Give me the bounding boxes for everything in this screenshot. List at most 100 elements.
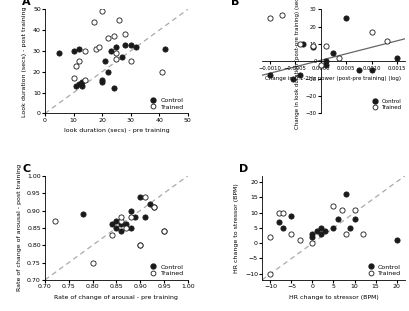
Point — [108, 49, 114, 53]
Point — [128, 215, 134, 220]
Point — [360, 231, 366, 236]
Point — [90, 19, 97, 24]
Point — [128, 208, 134, 213]
Point — [70, 49, 77, 53]
Point — [351, 207, 358, 212]
Point — [113, 218, 120, 223]
Point — [161, 229, 167, 234]
Point — [280, 210, 286, 215]
Point — [89, 260, 96, 265]
Point — [276, 219, 282, 224]
Point — [297, 238, 303, 243]
Point — [51, 218, 58, 223]
Point — [76, 82, 83, 87]
Point — [323, 62, 329, 67]
Point — [279, 12, 286, 17]
Point — [73, 84, 80, 89]
Point — [82, 49, 88, 53]
Point — [347, 225, 353, 230]
Point — [394, 55, 400, 60]
Point — [323, 59, 329, 64]
Point — [113, 51, 120, 56]
Point — [384, 38, 390, 43]
X-axis label: look duration (secs) - pre training: look duration (secs) - pre training — [63, 128, 169, 133]
Point — [128, 42, 134, 47]
Point — [76, 59, 83, 64]
Point — [105, 69, 111, 74]
Point — [128, 225, 134, 230]
Text: C: C — [22, 164, 30, 174]
Point — [118, 215, 124, 220]
Legend: Control, Trained: Control, Trained — [146, 97, 185, 110]
Point — [142, 194, 148, 199]
Point — [267, 73, 273, 78]
Point — [310, 45, 317, 50]
Point — [118, 229, 124, 234]
Point — [137, 194, 144, 199]
Point — [335, 216, 341, 221]
Point — [310, 43, 317, 48]
Point — [300, 42, 306, 47]
Y-axis label: Rate of change of arousal - post training: Rate of change of arousal - post trainin… — [16, 164, 22, 291]
Text: B: B — [231, 0, 239, 7]
Point — [288, 231, 295, 236]
Y-axis label: Look duration (secs) - post training: Look duration (secs) - post training — [22, 6, 27, 117]
Point — [118, 222, 124, 227]
Point — [276, 210, 282, 215]
Point — [288, 213, 295, 218]
Point — [133, 44, 139, 49]
Point — [146, 201, 153, 206]
Point — [79, 80, 85, 85]
Point — [56, 51, 63, 56]
Point — [93, 46, 100, 51]
Y-axis label: HR change to stressor (BPM): HR change to stressor (BPM) — [234, 183, 239, 273]
Point — [128, 59, 134, 64]
Point — [82, 78, 88, 83]
Point — [99, 78, 106, 83]
Point — [317, 62, 324, 67]
Point — [313, 229, 320, 234]
Point — [110, 86, 117, 91]
Point — [118, 218, 124, 223]
Point — [339, 207, 345, 212]
Point — [113, 57, 120, 62]
Point — [162, 46, 168, 51]
Point — [151, 205, 158, 210]
Text: A: A — [22, 0, 31, 7]
Point — [280, 225, 286, 230]
Point — [159, 69, 165, 74]
Point — [351, 216, 358, 221]
Point — [323, 43, 329, 48]
Point — [123, 222, 129, 227]
Point — [96, 44, 103, 49]
Point — [70, 76, 77, 81]
X-axis label: Change in 0.1-2Hz power (post-pre training) (log): Change in 0.1-2Hz power (post-pre traini… — [265, 76, 402, 81]
Point — [122, 32, 128, 37]
Point — [393, 238, 400, 243]
Point — [119, 55, 126, 60]
Point — [343, 16, 350, 21]
Point — [318, 231, 324, 236]
X-axis label: HR change to stressor (BPM): HR change to stressor (BPM) — [289, 295, 378, 299]
Point — [322, 229, 328, 234]
Point — [297, 42, 303, 47]
Point — [137, 243, 144, 248]
Y-axis label: Change in look duration (post-pre training) (secs): Change in look duration (post-pre traini… — [295, 0, 300, 129]
Legend: Control, Trained: Control, Trained — [369, 98, 402, 111]
Point — [297, 73, 303, 78]
Point — [73, 63, 80, 68]
Point — [122, 42, 128, 47]
Point — [309, 231, 316, 236]
Point — [330, 225, 337, 230]
Point — [108, 232, 115, 237]
Point — [99, 9, 106, 14]
Point — [267, 271, 274, 276]
Point — [137, 243, 144, 248]
Point — [132, 215, 139, 220]
Point — [267, 16, 273, 21]
Point — [151, 205, 158, 210]
Point — [76, 46, 83, 51]
Point — [343, 192, 349, 197]
Point — [79, 84, 85, 89]
Point — [116, 17, 123, 22]
